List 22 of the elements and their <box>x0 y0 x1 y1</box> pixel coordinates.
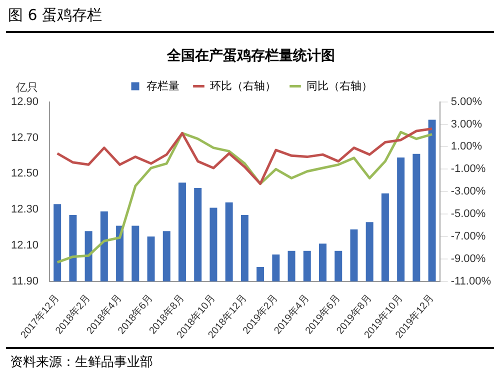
y-tick-label: 11.90 <box>12 275 39 288</box>
text: 资料来源：生鲜品事业部 <box>10 354 153 371</box>
y-axis-title: 亿只 <box>16 80 38 95</box>
y-tick-label: 12.30 <box>10 204 39 216</box>
y2-tick-label: -5.00% <box>450 208 486 220</box>
y2-tick-label: 5.00% <box>450 96 482 108</box>
y-tick-label: 12.50 <box>10 168 39 180</box>
y2-tick-label: 3.00% <box>450 118 482 130</box>
legend-label: 环比（右轴） <box>210 79 276 92</box>
y2-tick-label: -11.00% <box>450 275 492 288</box>
chart-subtitle: 图 6 蛋鸡存栏 <box>8 6 102 25</box>
y2-tick-label: 1.00% <box>450 140 482 153</box>
chart-title: 全国在产蛋鸡存栏量统计图 <box>166 47 335 64</box>
y-tick-label: 12.10 <box>10 240 39 252</box>
y-tick-label: 12.90 <box>10 96 39 108</box>
y2-tick-label: -9.00% <box>450 252 486 265</box>
legend-label: 同比（右轴） <box>306 79 372 92</box>
y2-tick-label: -3.00% <box>450 186 486 198</box>
y-tick-label: 12.70 <box>10 132 39 144</box>
y2-tick-label: -7.00% <box>450 230 486 243</box>
legend-label: 存栏量 <box>146 80 180 92</box>
y2-tick-label: -1.00% <box>450 163 486 176</box>
